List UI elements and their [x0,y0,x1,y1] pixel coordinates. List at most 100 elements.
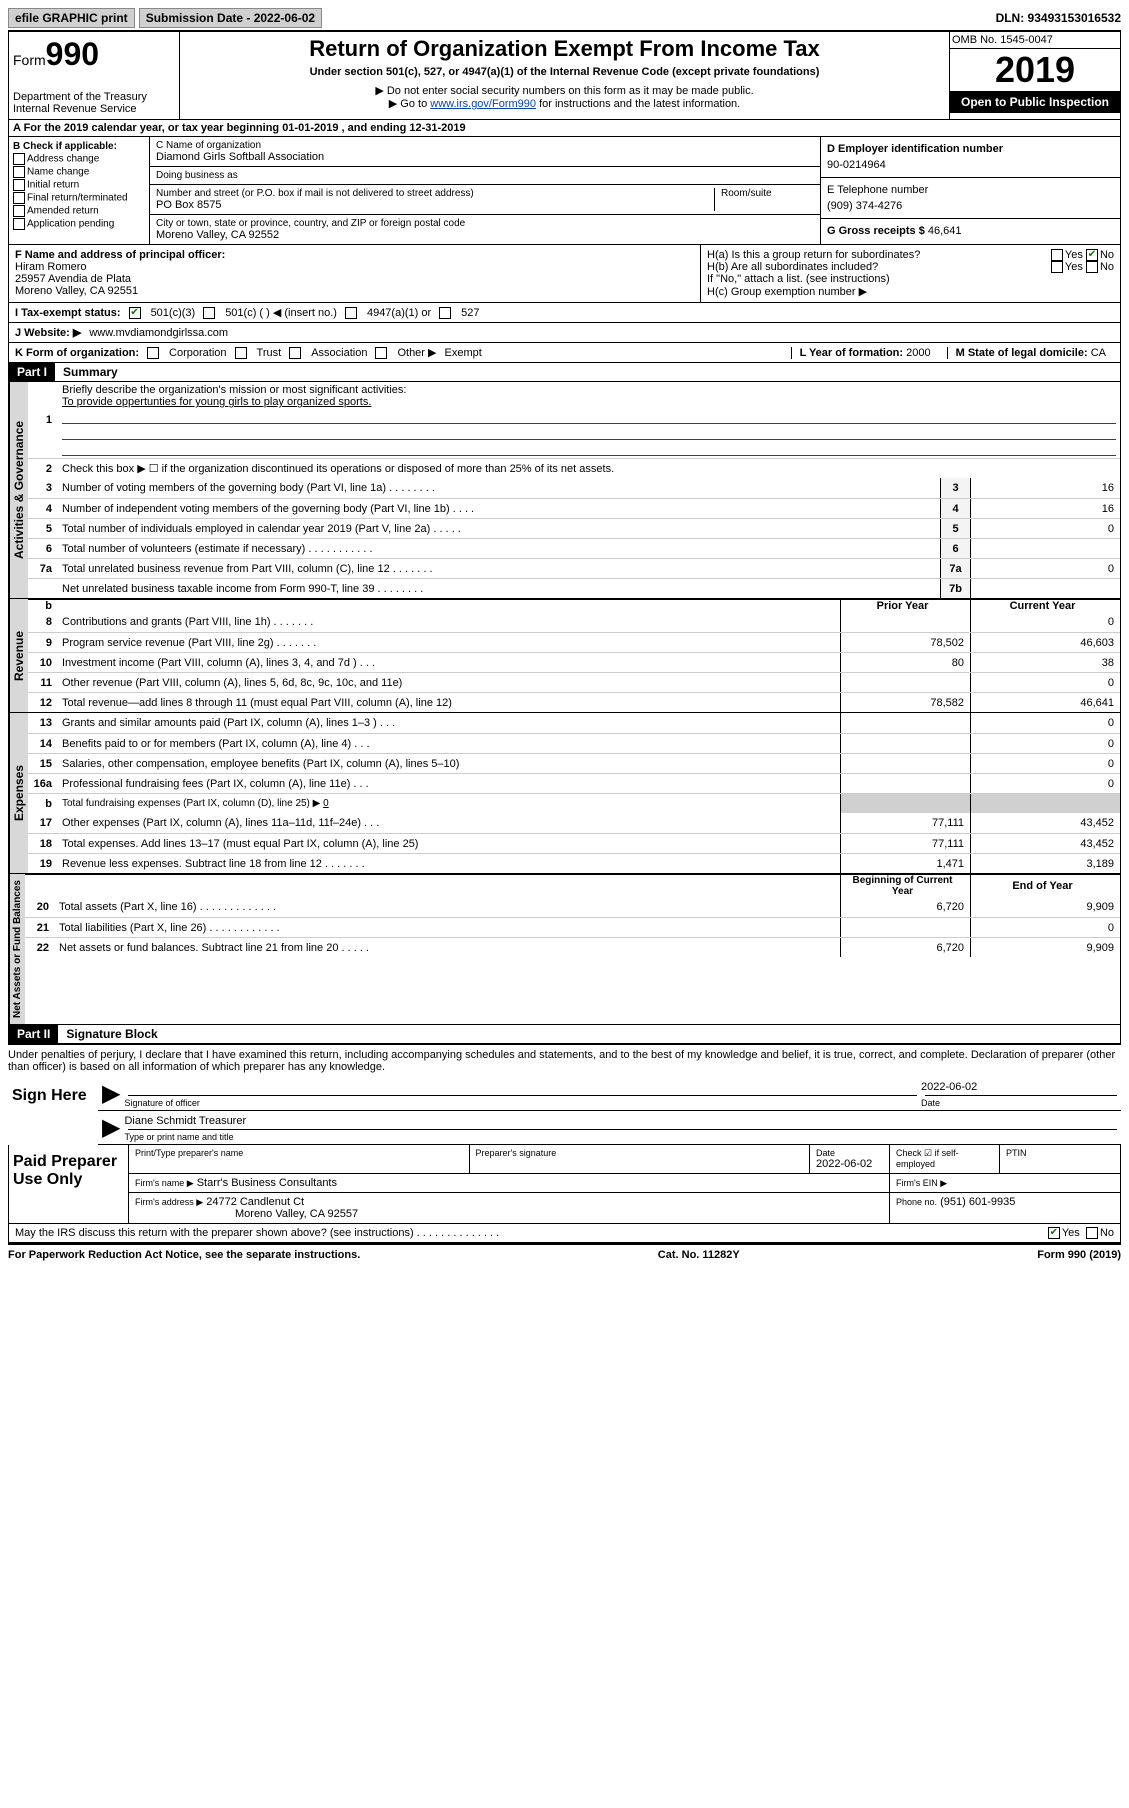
table-row: 5Total number of individuals employed in… [28,518,1120,538]
ein-value: 90-0214964 [827,159,1114,171]
arrow-icon: ▶ [98,1079,124,1108]
officer-name: Hiram Romero [15,261,694,273]
cb-other[interactable] [375,347,387,359]
line2-discontinued: Check this box ▶ ☐ if the organization d… [58,460,1120,477]
table-row: 4Number of independent voting members of… [28,498,1120,518]
section-expenses: Expenses 13Grants and similar amounts pa… [8,713,1121,874]
form-title: Return of Organization Exempt From Incom… [184,36,945,62]
mission-label: Briefly describe the organization's miss… [62,384,406,396]
cb-discuss-no[interactable] [1086,1227,1098,1239]
part2-header: Part II Signature Block [8,1025,1121,1044]
table-row: 16aProfessional fundraising fees (Part I… [28,773,1120,793]
table-row: 7aTotal unrelated business revenue from … [28,558,1120,578]
hdr-beginning: Beginning of Current Year [840,875,970,897]
sig-date-label: Date [921,1098,1121,1108]
section-fh: F Name and address of principal officer:… [8,245,1121,303]
sign-here-label: Sign Here [8,1077,98,1145]
section-governance: Activities & Governance 1 Briefly descri… [8,382,1121,599]
irs-label: Internal Revenue Service [13,103,175,115]
table-row: 17Other expenses (Part IX, column (A), l… [28,813,1120,833]
cb-501c3[interactable] [129,307,141,319]
firm-addr2: Moreno Valley, CA 92557 [235,1208,883,1220]
form-subtitle: Under section 501(c), 527, or 4947(a)(1)… [184,66,945,78]
dept-treasury: Department of the Treasury [13,91,175,103]
tax-year: 2019 [950,49,1120,91]
tab-expenses: Expenses [9,713,28,873]
officer-addr1: 25957 Avendia de Plata [15,273,694,285]
table-row: 10Investment income (Part VIII, column (… [28,652,1120,672]
officer-addr2: Moreno Valley, CA 92551 [15,285,694,297]
submission-date: Submission Date - 2022-06-02 [139,8,322,28]
line16b-value: 0 [323,798,329,809]
page-footer: For Paperwork Reduction Act Notice, see … [8,1245,1121,1265]
prep-name-label: Print/Type preparer's name [135,1148,463,1158]
dln: DLN: 93493153016532 [996,11,1121,25]
ptin-label: PTIN [1006,1148,1114,1158]
cb-assoc[interactable] [289,347,301,359]
open-to-public: Open to Public Inspection [950,91,1120,113]
street-value: PO Box 8575 [156,199,714,211]
ein-label: D Employer identification number [827,143,1114,155]
cb-address-change[interactable]: Address change [13,153,145,165]
table-row: 14Benefits paid to or for members (Part … [28,733,1120,753]
row-k-form-org: K Form of organization: Corporation Trus… [8,343,1121,363]
year-formation: 2000 [906,347,930,359]
section-netassets: Net Assets or Fund Balances Beginning of… [8,874,1121,1025]
hdr-prior-year: Prior Year [840,600,970,612]
hdr-current-year: Current Year [970,600,1120,612]
row-j-website: J Website: ▶ www.mvdiamondgirlssa.com [8,323,1121,343]
table-row: 19Revenue less expenses. Subtract line 1… [28,853,1120,873]
part1-header: Part I Summary [8,363,1121,382]
firm-addr1: 24772 Candlenut Ct [206,1196,304,1208]
form-990-page: efile GRAPHIC print Submission Date - 20… [0,0,1129,1273]
cb-name-change[interactable]: Name change [13,166,145,178]
col-c-org-info: C Name of organization Diamond Girls Sof… [149,137,820,244]
cb-corp[interactable] [147,347,159,359]
tab-governance: Activities & Governance [9,382,28,598]
table-row: 11Other revenue (Part VIII, column (A), … [28,672,1120,692]
tab-netassets: Net Assets or Fund Balances [9,874,25,1024]
cb-application-pending[interactable]: Application pending [13,218,145,230]
cb-527[interactable] [439,307,451,319]
footer-right: Form 990 (2019) [1037,1249,1121,1261]
tel-label: E Telephone number [827,184,1114,196]
firm-name: Starr's Business Consultants [197,1177,337,1189]
cb-trust[interactable] [235,347,247,359]
cb-final-return[interactable]: Final return/terminated [13,192,145,204]
irs-link[interactable]: www.irs.gov/Form990 [430,98,536,110]
hdr-end: End of Year [970,875,1120,897]
cb-501c[interactable] [203,307,215,319]
firm-phone: (951) 601-9935 [940,1196,1015,1208]
gross-label: G Gross receipts $ [827,225,925,237]
topbar: efile GRAPHIC print Submission Date - 20… [8,8,1121,31]
section-revenue: Revenue b Prior Year Current Year 8Contr… [8,599,1121,713]
firm-ein-label: Firm's EIN ▶ [896,1178,947,1188]
table-row: 20Total assets (Part X, line 16) . . . .… [25,897,1120,917]
note-link: ▶ Go to www.irs.gov/Form990 for instruct… [184,97,945,110]
state-domicile: CA [1091,347,1106,359]
sign-here-block: Sign Here ▶ Signature of officer 2022-06… [8,1077,1121,1145]
cb-discuss-yes[interactable] [1048,1227,1060,1239]
irs-discuss-row: May the IRS discuss this return with the… [8,1224,1121,1243]
website-value: www.mvdiamondgirlssa.com [89,327,228,339]
prep-date: 2022-06-02 [816,1158,883,1170]
footer-mid: Cat. No. 11282Y [658,1249,740,1261]
table-row: 3Number of voting members of the governi… [28,478,1120,498]
line16b-label: Total fundraising expenses (Part IX, col… [62,798,320,809]
hc-label: H(c) Group exemption number ▶ [707,285,1114,298]
other-value: Exempt [444,347,481,359]
efile-button[interactable]: efile GRAPHIC print [8,8,135,28]
cb-amended-return[interactable]: Amended return [13,205,145,217]
self-employed-label: Check ☑ if self-employed [896,1148,993,1169]
table-row: 8Contributions and grants (Part VIII, li… [28,612,1120,632]
paid-preparer-block: Paid Preparer Use Only Print/Type prepar… [8,1145,1121,1224]
tab-revenue: Revenue [9,599,28,712]
mission-value: To provide oppertunties for young girls … [62,396,371,408]
officer-name-title: Diane Schmidt Treasurer [124,1115,1121,1127]
table-row: 15Salaries, other compensation, employee… [28,753,1120,773]
paid-preparer-label: Paid Preparer Use Only [9,1145,129,1223]
section-bcd: B Check if applicable: Address change Na… [8,137,1121,245]
cb-initial-return[interactable]: Initial return [13,179,145,191]
cb-4947[interactable] [345,307,357,319]
hb-label: H(b) Are all subordinates included? [707,261,878,273]
